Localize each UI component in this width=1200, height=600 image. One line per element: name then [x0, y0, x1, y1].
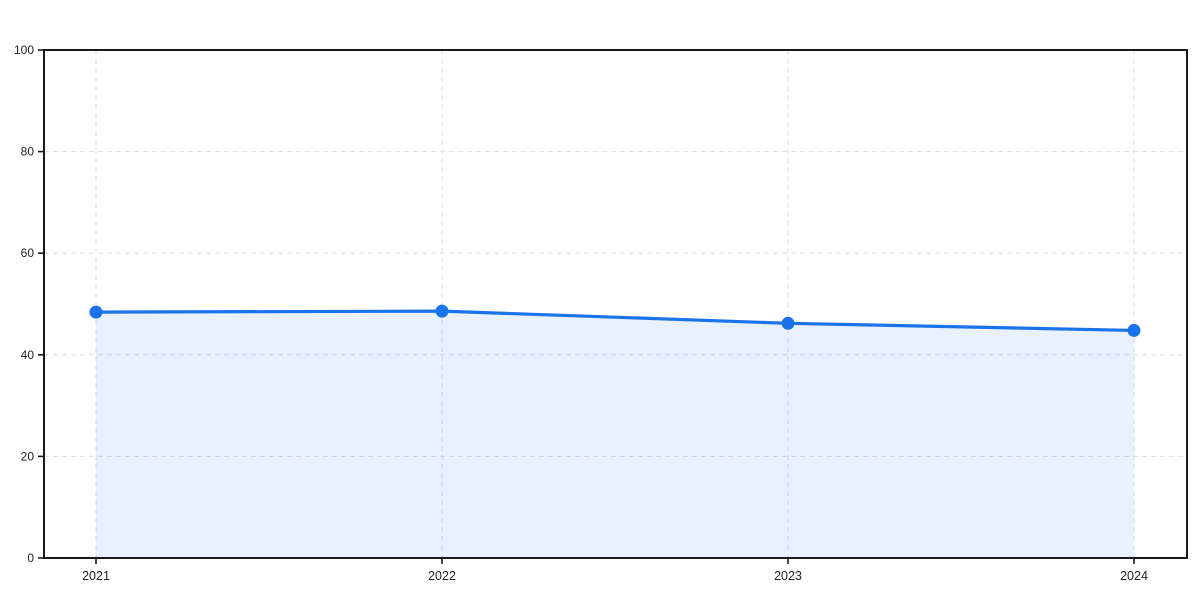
- x-tick-label: 2023: [774, 569, 802, 583]
- data-point-2023: [781, 316, 795, 330]
- x-tick-label: 2024: [1120, 569, 1148, 583]
- y-tick-label: 60: [21, 246, 35, 260]
- x-tick-label: 2021: [82, 569, 110, 583]
- trend-line: [94, 309, 1136, 333]
- y-tick-label: 20: [21, 449, 35, 463]
- y-tick-label: 40: [21, 348, 35, 362]
- plot-border: [43, 49, 1188, 559]
- y-tick-label: 100: [14, 43, 34, 57]
- data-point-2024: [1127, 323, 1141, 337]
- data-point-2021: [89, 305, 103, 319]
- data-point-2022: [435, 304, 449, 318]
- y-tick-label: 80: [21, 145, 35, 159]
- y-tick-label: 0: [27, 551, 34, 565]
- x-tick-label: 2022: [428, 569, 456, 583]
- area-fill: [96, 311, 1134, 558]
